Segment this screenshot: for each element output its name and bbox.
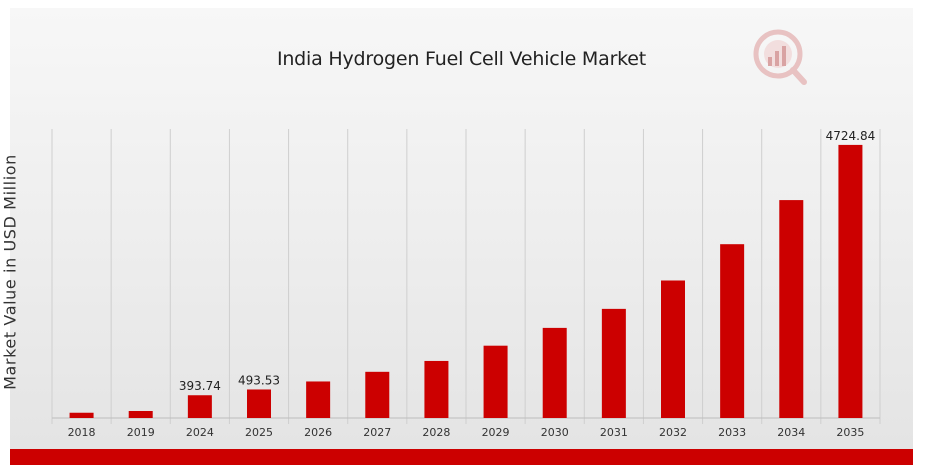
- x-tick-label-2026: 2026: [304, 426, 332, 439]
- x-tick-label-2032: 2032: [659, 426, 687, 439]
- data-label-2024: 393.74: [179, 379, 221, 393]
- x-tick-label-2027: 2027: [363, 426, 391, 439]
- x-tick-label-2024: 2024: [186, 426, 214, 439]
- chart-title: India Hydrogen Fuel Cell Vehicle Market: [276, 48, 647, 70]
- x-tick-label-2029: 2029: [482, 426, 510, 439]
- bar-2035: [838, 144, 863, 419]
- bar-2019: [128, 411, 153, 418]
- x-tick-label-2025: 2025: [245, 426, 273, 439]
- data-label-2025: 493.53: [238, 373, 280, 387]
- bar-2033: [720, 244, 745, 418]
- bar-2026: [306, 381, 331, 418]
- bar-2030: [542, 327, 567, 418]
- bar-2028: [424, 360, 449, 418]
- magnifier-bar-chart-icon: [753, 29, 807, 85]
- chart-panel: India Hydrogen Fuel Cell Vehicle Market: [10, 8, 913, 450]
- x-tick-label-2019: 2019: [127, 426, 155, 439]
- brand-footer-band: [10, 449, 913, 465]
- bar-2027: [365, 371, 390, 418]
- bar-2029: [483, 345, 508, 418]
- x-tick-label-2018: 2018: [68, 426, 96, 439]
- bar-2034: [779, 200, 804, 418]
- x-tick-label-2033: 2033: [718, 426, 746, 439]
- bar-2018: [69, 412, 94, 418]
- x-tick-label-2030: 2030: [541, 426, 569, 439]
- x-tick-label-2034: 2034: [777, 426, 805, 439]
- bar-2024: [187, 395, 212, 418]
- bar-2025: [247, 389, 271, 418]
- x-tick-label-2028: 2028: [422, 426, 450, 439]
- data-label-2035: 4724.84: [826, 129, 876, 143]
- x-tick-label-2031: 2031: [600, 426, 628, 439]
- bar-2032: [661, 280, 685, 418]
- x-tick-label-2035: 2035: [836, 426, 864, 439]
- bar-2031: [601, 308, 626, 418]
